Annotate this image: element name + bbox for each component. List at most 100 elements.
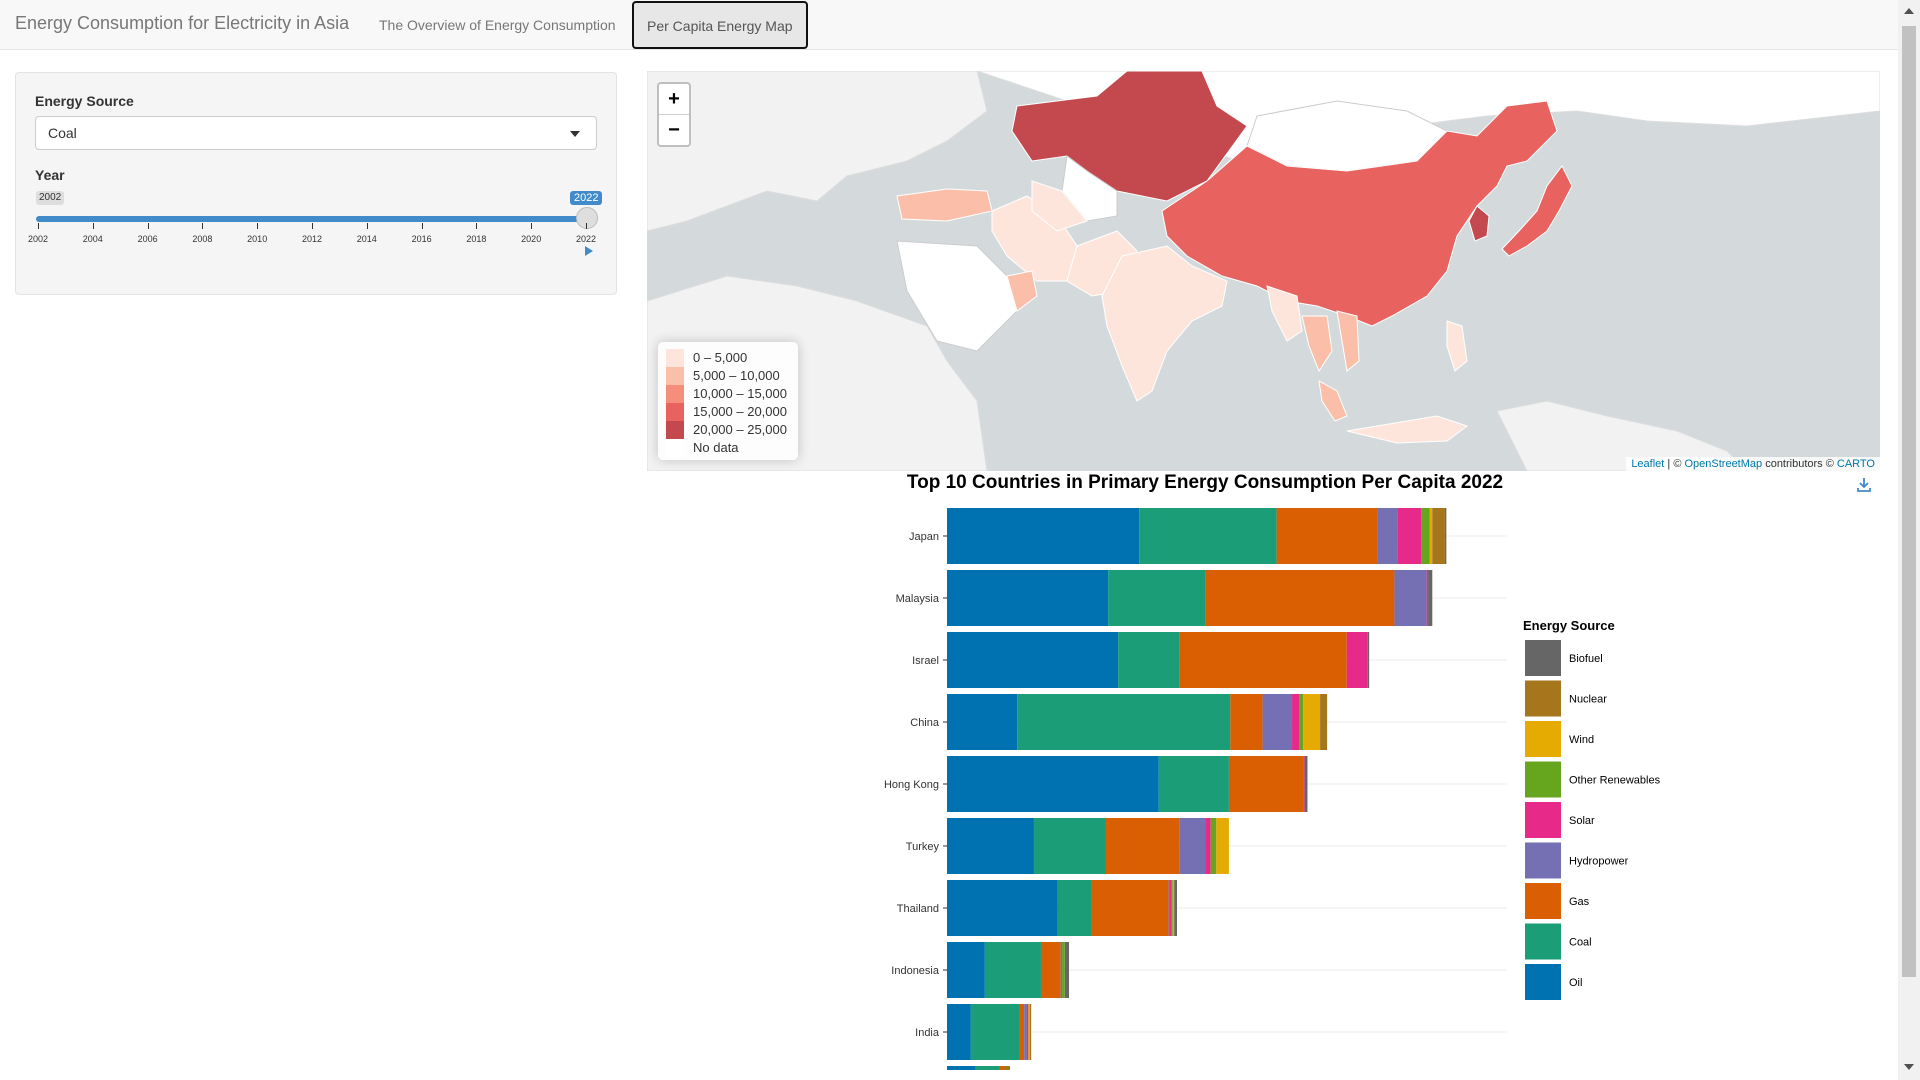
bar-segment[interactable]: [1168, 880, 1171, 936]
bar-segment[interactable]: [1228, 756, 1304, 812]
bar-segment[interactable]: [1064, 942, 1070, 998]
bar-segment[interactable]: [1262, 694, 1293, 750]
bar-segment[interactable]: [1060, 942, 1063, 998]
zoom-in-button[interactable]: +: [659, 84, 689, 115]
attribution-contrib: contributors ©: [1762, 458, 1837, 470]
bar-segment[interactable]: [984, 942, 1041, 998]
bar-segment[interactable]: [1432, 508, 1445, 564]
slider-tick-label: 2020: [521, 234, 542, 244]
bar-segment[interactable]: [1205, 570, 1395, 626]
legend-swatch: [666, 439, 684, 457]
slider-tick: [257, 223, 259, 229]
bar-segment[interactable]: [1421, 508, 1430, 564]
scrollbar[interactable]: [1898, 0, 1920, 1080]
bar-segment[interactable]: [1429, 508, 1433, 564]
bar-segment[interactable]: [1444, 508, 1447, 564]
legend-label: 15,000 – 20,000: [693, 404, 787, 419]
bar-segment[interactable]: [947, 632, 1119, 688]
slider-tick: [38, 223, 39, 229]
bar-segment[interactable]: [1170, 880, 1172, 936]
bar-segment[interactable]: [947, 818, 1034, 874]
bar-segment[interactable]: [1108, 570, 1206, 626]
bar-segment[interactable]: [1304, 756, 1308, 812]
bar-segment[interactable]: [1276, 508, 1378, 564]
bar-segment[interactable]: [1019, 1004, 1025, 1060]
chart-legend-label: Gas: [1569, 896, 1590, 908]
tab-overview[interactable]: The Overview of Energy Consumption: [379, 17, 616, 33]
bar-segment[interactable]: [1004, 1066, 1010, 1070]
scroll-up-icon[interactable]: [1904, 8, 1914, 14]
tab-per-capita-map[interactable]: Per Capita Energy Map: [632, 1, 808, 49]
bar-segment[interactable]: [975, 1066, 999, 1070]
bar-segment[interactable]: [947, 880, 1058, 936]
navbar: Energy Consumption for Electricity in As…: [0, 0, 1898, 50]
bar-segment[interactable]: [1026, 1004, 1029, 1060]
bar-segment[interactable]: [1158, 756, 1229, 812]
bar-segment[interactable]: [1367, 632, 1370, 688]
bar-segment[interactable]: [1062, 942, 1065, 998]
slider-tick-label: 2022: [575, 234, 597, 244]
bar-segment[interactable]: [1179, 818, 1206, 874]
bar-segment[interactable]: [947, 508, 1140, 564]
play-icon[interactable]: [585, 246, 593, 256]
slider-tick: [421, 223, 423, 229]
bar-segment[interactable]: [1377, 508, 1398, 564]
download-icon[interactable]: [1855, 476, 1873, 494]
bar-segment[interactable]: [947, 942, 985, 998]
bar-segment[interactable]: [947, 1066, 975, 1070]
bar-segment[interactable]: [1040, 942, 1061, 998]
year-slider-track[interactable]: [36, 216, 586, 222]
bar-segment[interactable]: [1057, 880, 1092, 936]
scroll-down-icon[interactable]: [1904, 1064, 1914, 1070]
bar-segment[interactable]: [1303, 756, 1305, 812]
bar-segment[interactable]: [970, 1004, 1020, 1060]
carto-link[interactable]: CARTO: [1836, 458, 1875, 470]
bar-segment[interactable]: [1426, 570, 1429, 626]
leaflet-link[interactable]: Leaflet: [1631, 458, 1665, 470]
year-slider-handle[interactable]: [576, 207, 598, 229]
bar-segment[interactable]: [1172, 880, 1175, 936]
bar-segment[interactable]: [1346, 632, 1368, 688]
bar-segment[interactable]: [1394, 570, 1427, 626]
chart-legend-label: Nuclear: [1569, 694, 1607, 706]
choropleth-map[interactable]: + − 0 – 5,000 5,000 – 10,000 10,000 – 15,0…: [647, 71, 1880, 471]
bar-segment[interactable]: [999, 1066, 1004, 1070]
bar-segment[interactable]: [1091, 880, 1169, 936]
sidebar-panel: Energy Source Coal Year 2002 2022 2002 20…: [15, 72, 617, 295]
bar-segment[interactable]: [1171, 880, 1173, 936]
bar-segment[interactable]: [1303, 694, 1321, 750]
bar-segment[interactable]: [1179, 632, 1347, 688]
scrollbar-thumb[interactable]: [1902, 26, 1916, 977]
bar-segment[interactable]: [1029, 1004, 1032, 1060]
bar-segment[interactable]: [947, 1004, 971, 1060]
bar-segment[interactable]: [1230, 694, 1263, 750]
bar-segment[interactable]: [947, 570, 1109, 626]
bar-segment[interactable]: [1292, 694, 1300, 750]
zoom-out-button[interactable]: −: [668, 119, 680, 141]
bar-segment[interactable]: [1028, 1004, 1030, 1060]
bar-segment[interactable]: [1105, 818, 1180, 874]
bar-segment[interactable]: [1397, 508, 1422, 564]
chart-title: Top 10 Countries in Primary Energy Consu…: [906, 472, 1504, 493]
bar-segment[interactable]: [1174, 880, 1178, 936]
energy-source-select[interactable]: Coal: [35, 116, 597, 150]
energy-source-value: Coal: [48, 125, 77, 141]
chart-legend-label: Coal: [1569, 937, 1592, 949]
bar-segment[interactable]: [1428, 570, 1433, 626]
bar-segment[interactable]: [1320, 694, 1328, 750]
bar-segment[interactable]: [1205, 818, 1211, 874]
bar-segment[interactable]: [1210, 818, 1217, 874]
osm-link[interactable]: OpenStreetMap: [1684, 458, 1763, 470]
map-canvas[interactable]: [647, 71, 1880, 471]
bar-segment[interactable]: [1118, 632, 1180, 688]
bar-segment[interactable]: [1017, 694, 1231, 750]
chart-legend-label: Solar: [1569, 815, 1595, 827]
slider-tick-label: 2016: [411, 234, 432, 244]
bar-segment[interactable]: [1216, 818, 1229, 874]
bar-segment[interactable]: [947, 756, 1159, 812]
bar-segment[interactable]: [1033, 818, 1106, 874]
bar-segment[interactable]: [1024, 1004, 1027, 1060]
bar-segment[interactable]: [947, 694, 1018, 750]
bar-segment[interactable]: [1299, 694, 1304, 750]
bar-segment[interactable]: [1139, 508, 1277, 564]
